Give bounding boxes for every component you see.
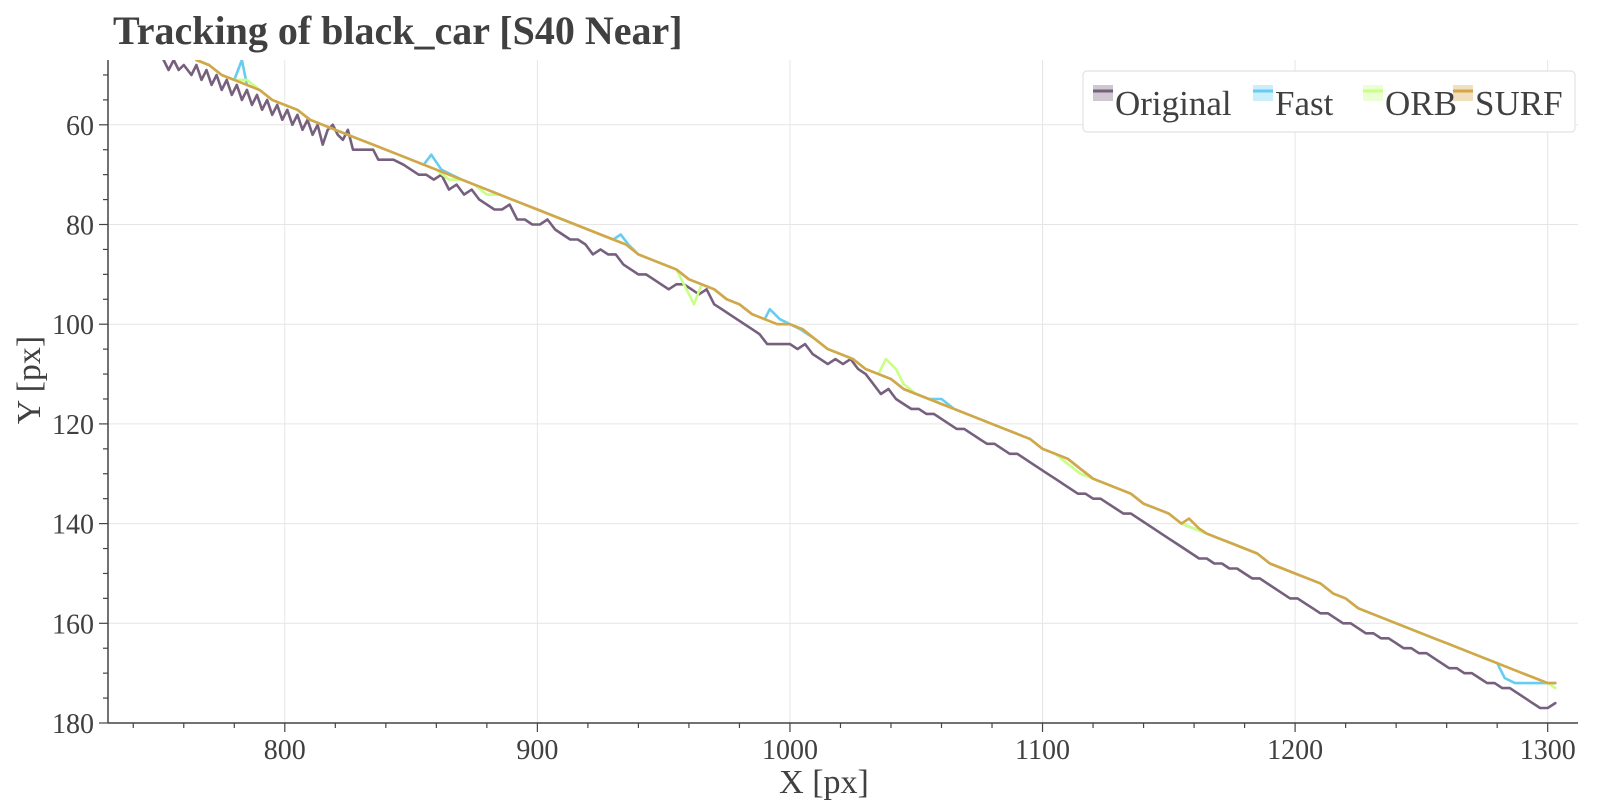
y-tick-label-5: 160 [52, 609, 94, 640]
y-axis-label: Y [px] [11, 336, 48, 424]
legend-label: SURF [1475, 84, 1563, 123]
legend: Original Fast ORB SURF [1082, 70, 1576, 133]
series-line-surf [195, 58, 1557, 685]
plot-top-mask [106, 0, 1600, 60]
legend-swatch-bg [1253, 85, 1273, 101]
legend-swatch-bg [1093, 85, 1113, 101]
y-tick-label-4: 140 [52, 510, 94, 541]
legend-item-surf: SURF [1453, 84, 1563, 123]
legend-frame [1082, 70, 1576, 133]
x-tick-label-3: 1100 [1015, 735, 1070, 766]
grid-layer [108, 60, 1578, 724]
y-tick-label-6: 180 [52, 709, 94, 740]
y-tick-label-2: 100 [52, 310, 94, 341]
legend-label: Fast [1275, 84, 1334, 123]
x-tick-label-5: 1300 [1520, 735, 1576, 766]
legend-item-fast: Fast [1253, 84, 1334, 123]
series-layer [162, 58, 1557, 710]
axes-layer: 800 900 1000 1100 1200 1300 60 80 100 120 140 160 18… [52, 0, 1600, 766]
y-tick-label-3: 120 [52, 410, 94, 441]
y-tick-label-1: 80 [66, 211, 94, 242]
series-line-original [162, 58, 1557, 710]
chart-title: Tracking of black_car [S40 Near] [113, 8, 683, 53]
x-axis-label: X [px] [779, 764, 869, 800]
legend-item-orb: ORB [1363, 84, 1457, 123]
x-tick-label-4: 1200 [1267, 735, 1323, 766]
x-tick-label-0: 800 [264, 735, 306, 766]
legend-label: ORB [1385, 84, 1457, 123]
x-tick-label-1: 900 [516, 735, 558, 766]
legend-item-original: Original [1093, 84, 1232, 123]
legend-swatch-bg [1453, 85, 1473, 101]
y-tick-label-0: 60 [66, 111, 94, 142]
x-tick-label-2: 1000 [762, 735, 818, 766]
series-line-fast [195, 58, 1557, 685]
legend-label: Original [1115, 84, 1232, 123]
legend-swatch-bg [1363, 85, 1383, 101]
